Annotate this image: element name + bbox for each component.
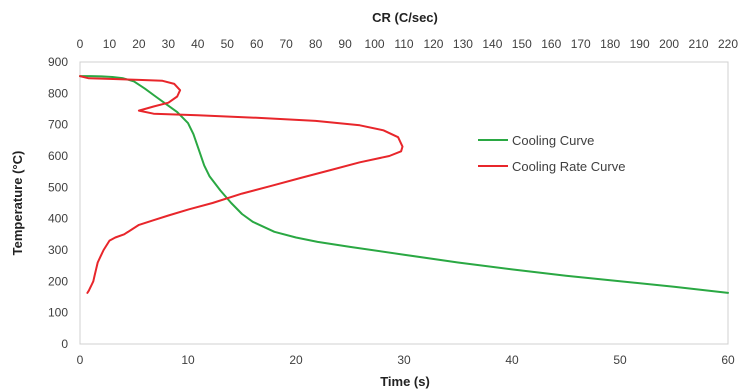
x2-tick-label: 200 — [659, 37, 679, 51]
x2-tick-label: 220 — [718, 37, 738, 51]
x-tick-label: 50 — [613, 353, 627, 367]
x2-tick-label: 150 — [512, 37, 532, 51]
x2-tick-label: 50 — [221, 37, 235, 51]
x-tick-label: 30 — [397, 353, 411, 367]
y-axis-title: Temperature (°C) — [10, 151, 25, 256]
x-tick-label: 40 — [505, 353, 519, 367]
x2-tick-label: 110 — [394, 37, 413, 51]
x2-tick-label: 170 — [571, 37, 591, 51]
x-tick-label: 20 — [289, 353, 303, 367]
x2-tick-label: 0 — [77, 37, 84, 51]
plot-area — [79, 61, 729, 345]
y-tick-label: 800 — [48, 86, 68, 100]
x2-tick-label: 210 — [689, 37, 709, 51]
x2-tick-label: 100 — [365, 37, 385, 51]
x-tick-label: 0 — [77, 353, 84, 367]
y-tick-label: 0 — [61, 337, 68, 351]
x-tick-labels: 0 10 20 30 40 50 60 — [77, 353, 735, 367]
x2-tick-label: 20 — [132, 37, 146, 51]
y-tick-label: 200 — [48, 274, 68, 288]
x2-tick-label: 180 — [600, 37, 620, 51]
x2-tick-label: 90 — [338, 37, 352, 51]
x2-tick-label: 10 — [103, 37, 117, 51]
y-tick-labels: 0 100 200 300 400 500 600 700 800 900 — [48, 55, 68, 351]
x2-tick-labels: 0 10 20 30 40 50 60 70 80 90 100 110 120 130 140 150 160… — [77, 37, 739, 51]
y-tick-label: 600 — [48, 149, 68, 163]
series-lines — [79, 75, 729, 294]
x2-tick-label: 140 — [482, 37, 502, 51]
y-tick-label: 900 — [48, 55, 68, 69]
legend-label: Cooling Rate Curve — [512, 159, 625, 174]
x-axis-title: Time (s) — [380, 374, 430, 389]
cooling-curve-line — [79, 75, 729, 294]
cooling-rate-curve-line — [79, 75, 404, 294]
y-tick-label: 500 — [48, 180, 68, 194]
x2-tick-label: 30 — [162, 37, 176, 51]
x2-tick-label: 40 — [191, 37, 205, 51]
legend-label: Cooling Curve — [512, 133, 594, 148]
y-tick-label: 400 — [48, 212, 68, 226]
x-tick-label: 10 — [181, 353, 195, 367]
x2-tick-label: 60 — [250, 37, 264, 51]
y-tick-label: 100 — [48, 306, 68, 320]
x2-tick-label: 80 — [309, 37, 323, 51]
y-tick-label: 700 — [48, 118, 68, 132]
x-tick-label: 60 — [721, 353, 735, 367]
x2-tick-label: 120 — [423, 37, 443, 51]
x2-tick-label: 160 — [541, 37, 561, 51]
x2-axis-title: CR (C/sec) — [372, 10, 438, 25]
y-tick-label: 300 — [48, 243, 68, 257]
x2-tick-label: 130 — [453, 37, 473, 51]
x2-tick-label: 70 — [280, 37, 294, 51]
x2-tick-label: 190 — [630, 37, 650, 51]
legend: Cooling Curve Cooling Rate Curve — [478, 133, 625, 174]
